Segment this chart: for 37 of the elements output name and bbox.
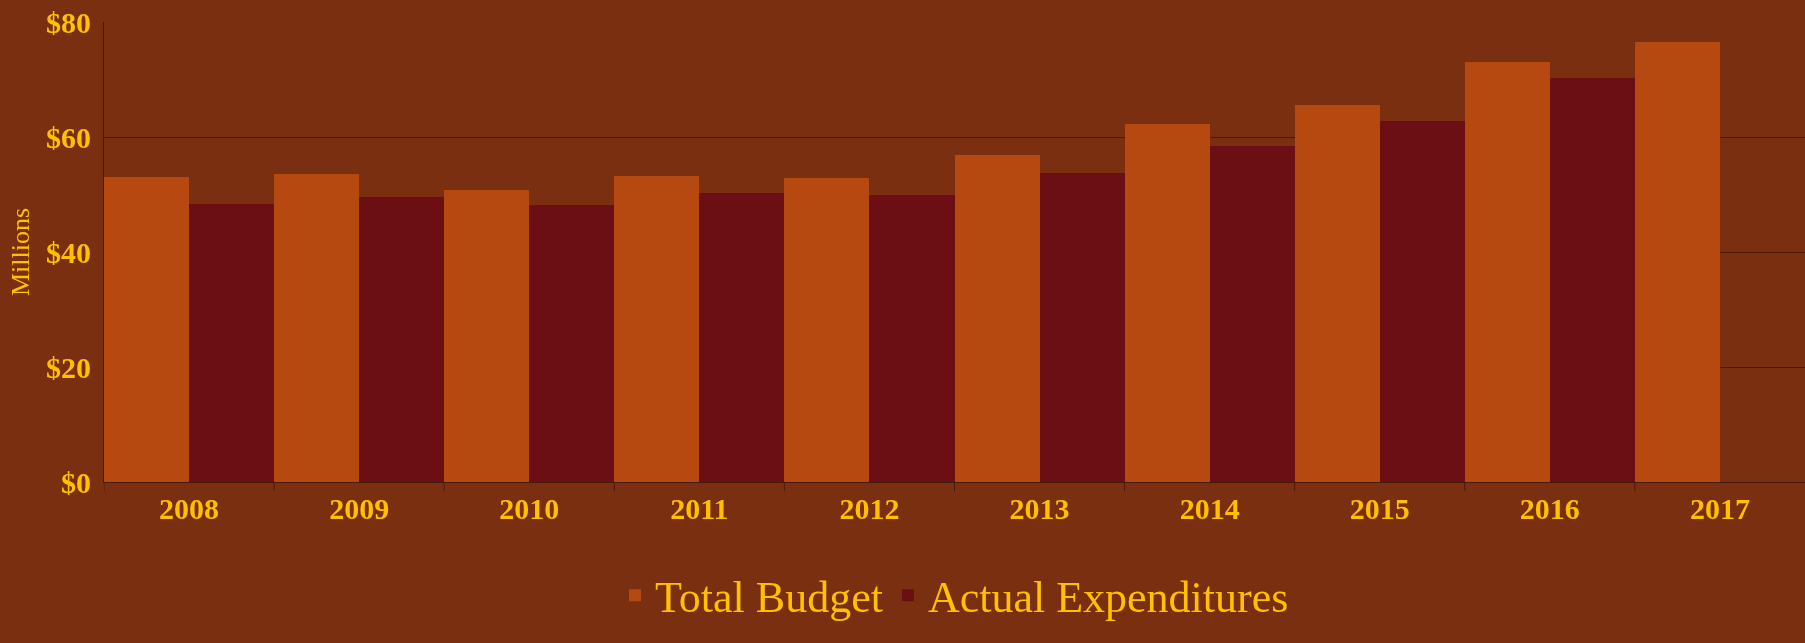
x-tick-label: 2010 [499, 492, 560, 525]
y-tick-label: $20 [46, 350, 91, 384]
bar [869, 195, 955, 482]
y-tick-label: $80 [46, 5, 91, 39]
x-tick-label: 2009 [329, 492, 390, 525]
bar [529, 205, 614, 482]
bar [104, 177, 189, 482]
x-tick-label: 2014 [1179, 492, 1240, 525]
bar [1380, 121, 1465, 482]
bar [359, 197, 444, 482]
bar [784, 178, 869, 482]
x-tick-label: 2012 [839, 492, 900, 525]
bar [1040, 173, 1125, 482]
x-tick-label: 2013 [1009, 492, 1070, 525]
bar [189, 204, 274, 482]
bar [444, 190, 529, 482]
x-tick-label: 2011 [670, 492, 729, 525]
legend-label: Actual Expenditures [927, 573, 1289, 623]
bar [1210, 146, 1295, 482]
bar [1465, 62, 1550, 482]
bar [274, 174, 359, 482]
y-axis-title: Millions [6, 207, 36, 297]
bar [699, 193, 784, 482]
bar [1635, 42, 1720, 482]
bar [1125, 124, 1210, 482]
x-tick-label: 2015 [1349, 492, 1410, 525]
bar [955, 155, 1040, 482]
y-tick-label: $40 [46, 235, 91, 269]
legend-label: Total Budget [655, 573, 883, 623]
bar [1550, 78, 1635, 482]
x-tick-label: 2008 [159, 492, 220, 525]
x-tick-label: 2016 [1519, 492, 1580, 525]
bar [1295, 105, 1380, 482]
y-tick-label: $60 [46, 120, 91, 154]
y-tick-label: $0 [61, 465, 91, 499]
x-tick-label: 2017 [1689, 492, 1750, 525]
bar [614, 176, 699, 482]
